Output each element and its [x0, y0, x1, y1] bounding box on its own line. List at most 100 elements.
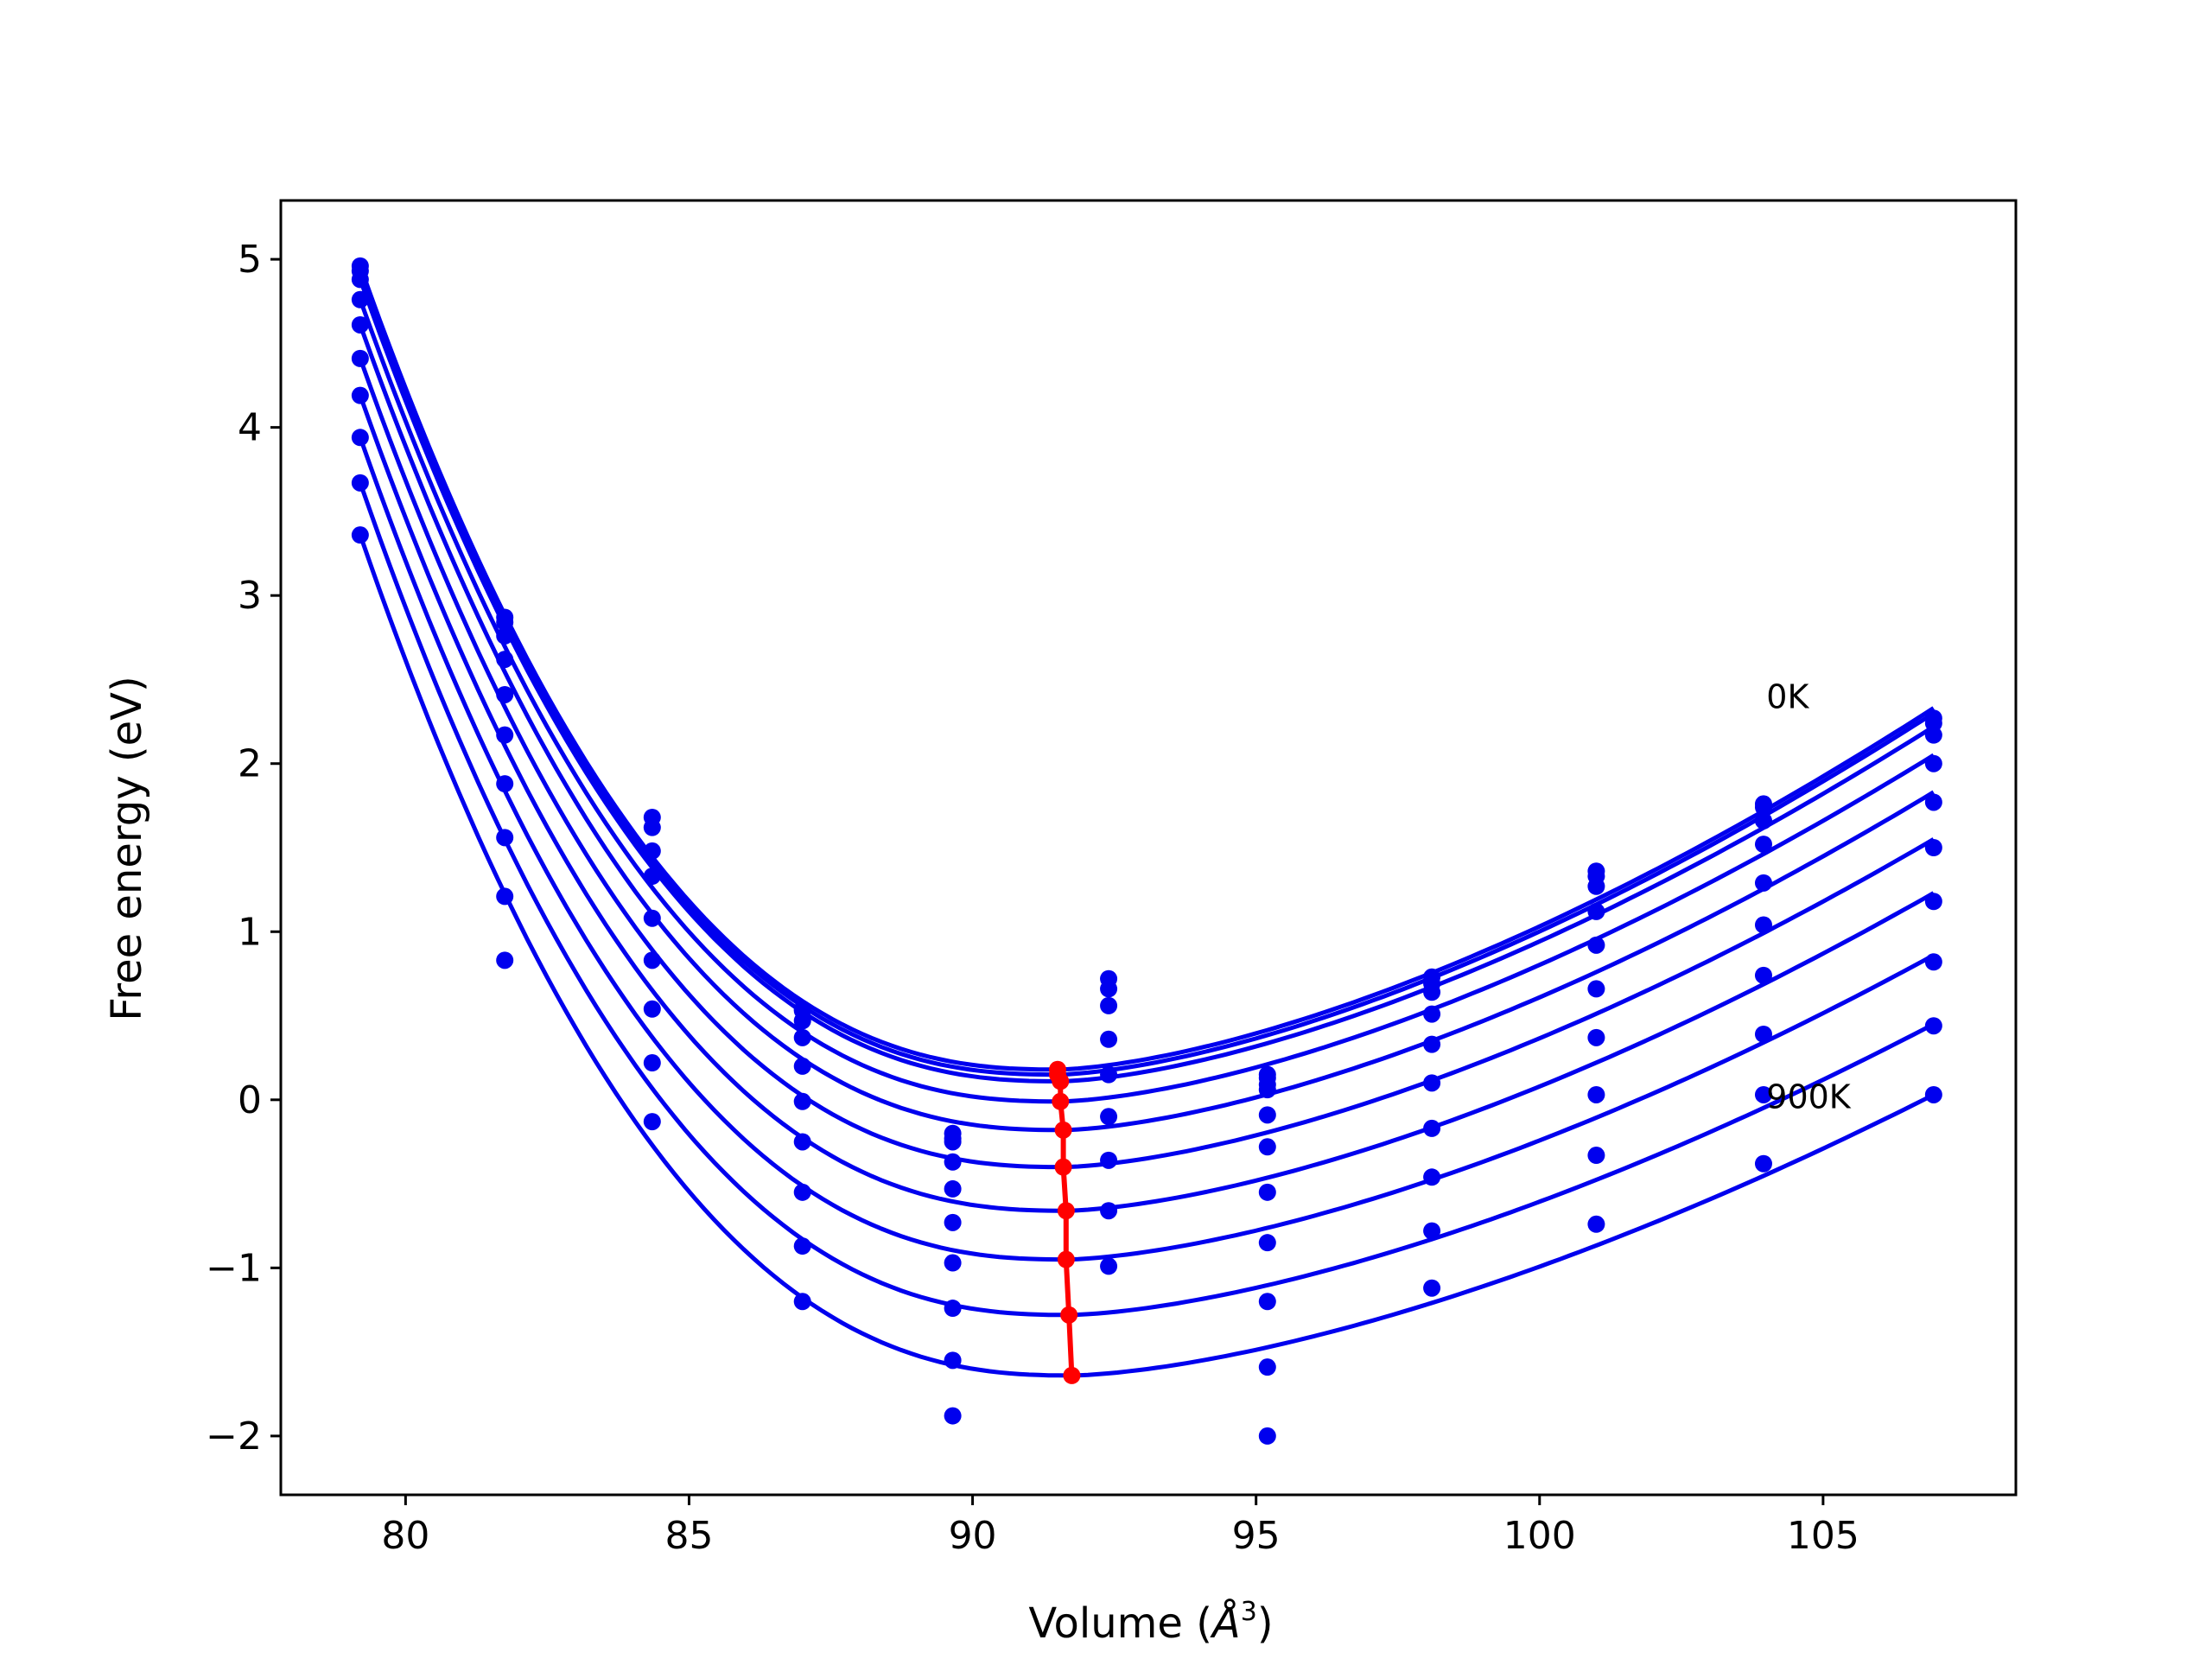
data-point — [1754, 916, 1772, 934]
x-tick-label: 95 — [1232, 1514, 1281, 1558]
data-point — [1100, 1030, 1118, 1048]
fit-curve — [358, 324, 1936, 1133]
fit-curve — [358, 358, 1936, 1170]
minimum-point — [1063, 1366, 1081, 1384]
data-point — [1754, 874, 1772, 892]
data-point — [1924, 726, 1942, 744]
data-point — [496, 651, 514, 669]
data-point — [1587, 1085, 1605, 1103]
data-point — [351, 386, 369, 404]
fit-curve — [358, 278, 1936, 1084]
minimum-point — [1060, 1306, 1078, 1324]
data-point — [944, 1300, 962, 1318]
data-point — [496, 887, 514, 906]
data-point — [1924, 953, 1942, 971]
data-point — [1924, 893, 1942, 911]
data-point — [496, 726, 514, 744]
data-point — [944, 1133, 962, 1151]
x-tick-label: 80 — [381, 1514, 429, 1558]
data-point — [643, 1000, 661, 1018]
x-tick-label: 90 — [949, 1514, 997, 1558]
data-point — [1754, 811, 1772, 830]
fit-curves — [358, 265, 1936, 1378]
data-point — [793, 1092, 811, 1110]
data-point — [496, 829, 514, 847]
minimum-point — [1057, 1250, 1075, 1268]
data-point — [1587, 1215, 1605, 1233]
data-point — [1754, 798, 1772, 817]
minimum-point — [1052, 1072, 1070, 1090]
data-point — [1258, 1183, 1276, 1201]
data-point — [793, 1183, 811, 1201]
data-point — [1754, 1085, 1772, 1103]
data-point — [793, 1133, 811, 1151]
data-point — [351, 526, 369, 544]
data-point — [1258, 1081, 1276, 1099]
data-point — [1423, 1035, 1441, 1053]
data-point — [1100, 1065, 1118, 1084]
data-point — [944, 1213, 962, 1231]
data-point — [1924, 793, 1942, 811]
data-point — [1258, 1106, 1276, 1124]
data-point — [643, 818, 661, 836]
data-point — [1587, 980, 1605, 998]
data-point — [496, 775, 514, 793]
data-point — [351, 429, 369, 447]
data-point — [1423, 1074, 1441, 1092]
minimum-point — [1052, 1092, 1070, 1110]
data-point — [944, 1351, 962, 1370]
minimum-point — [1054, 1158, 1072, 1176]
data-point — [1423, 983, 1441, 1001]
data-point — [944, 1407, 962, 1425]
data-point — [1423, 1168, 1441, 1186]
data-point — [793, 1012, 811, 1030]
data-point — [1924, 754, 1942, 772]
data-point — [643, 842, 661, 860]
data-point — [1100, 996, 1118, 1014]
data-point — [1100, 1257, 1118, 1275]
y-tick-label: 1 — [238, 910, 262, 954]
fit-curve — [358, 534, 1935, 1378]
data-point — [1423, 1005, 1441, 1023]
data-point — [496, 685, 514, 703]
data-point — [944, 1179, 962, 1198]
y-tick-label: −2 — [206, 1414, 262, 1459]
minimum-point — [1057, 1202, 1075, 1220]
fit-curve — [358, 481, 1935, 1318]
minimum-path — [1049, 1060, 1081, 1384]
fit-curve — [358, 298, 1936, 1104]
data-points — [351, 257, 1942, 1445]
data-point — [351, 349, 369, 367]
data-point — [1423, 1222, 1441, 1240]
data-point — [643, 1113, 661, 1131]
data-point — [351, 290, 369, 308]
data-point — [793, 1057, 811, 1075]
data-point — [1258, 1138, 1276, 1156]
minimum-line — [1055, 1069, 1075, 1376]
data-point — [1423, 1279, 1441, 1297]
data-point — [793, 1293, 811, 1311]
fit-curve — [358, 394, 1936, 1213]
data-point — [944, 1254, 962, 1272]
y-axis-label: Free energy (eV) — [103, 676, 151, 1020]
data-point — [793, 1237, 811, 1255]
data-point — [1258, 1234, 1276, 1252]
data-point — [643, 1054, 661, 1072]
data-point — [1754, 836, 1772, 854]
data-point — [1924, 839, 1942, 856]
data-point — [351, 270, 369, 289]
data-point — [1100, 1202, 1118, 1220]
y-tick-label: −1 — [206, 1246, 262, 1290]
fit-curve — [358, 265, 1936, 1072]
data-point — [643, 951, 661, 969]
data-point — [1587, 902, 1605, 920]
data-point — [643, 868, 661, 886]
data-point — [1587, 936, 1605, 954]
y-tick-label: 2 — [238, 742, 262, 786]
data-point — [351, 315, 369, 334]
data-point — [496, 951, 514, 969]
y-tick-label: 0 — [238, 1078, 262, 1122]
x-axis-ticks: 80 85 90 95 100 105 — [381, 1495, 1859, 1558]
data-point — [1423, 1119, 1441, 1137]
plot-frame — [279, 199, 2018, 1497]
